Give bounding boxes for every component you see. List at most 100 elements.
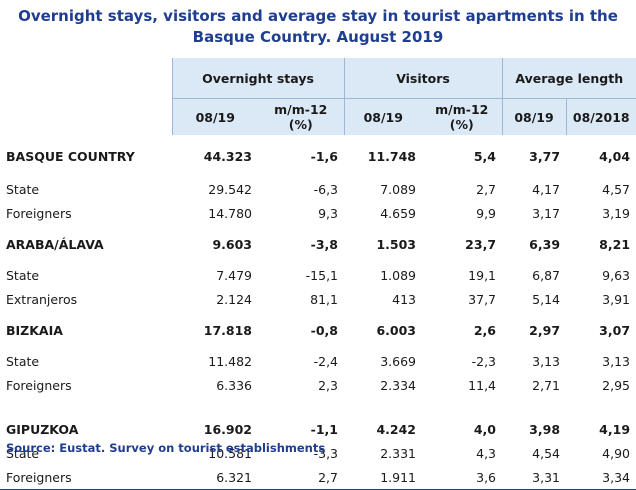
table-cell: 9,9 (476, 205, 497, 221)
col-header: 08/2018 (565, 98, 636, 135)
table-cell: -1,6 (310, 148, 338, 164)
table-cell: 7.479 (216, 267, 252, 283)
table-cell: 6.003 (376, 322, 416, 338)
table-row: State 7.479 -15,1 1.089 19,1 6,87 9,63 (0, 263, 636, 287)
region-row: BASQUE COUNTRY 44.323 -1,6 11.748 5,4 3,77 4,0… (0, 135, 636, 177)
region-row: ARABA/ÁLAVA 9.603 -3,8 1.503 23,7 6,39 8,21 (0, 225, 636, 263)
source-note: Source: Eustat. Survey on tourist establ… (6, 441, 326, 455)
table-row: Foreigners 6.336 2,3 2.334 11,4 2,71 2,95 (0, 373, 636, 397)
table-cell: 2.124 (216, 291, 252, 307)
table-cell: 23,7 (465, 236, 497, 252)
table-cell: 3,77 (529, 148, 561, 164)
table-cell: 2,6 (473, 322, 497, 338)
table-cell: -6,3 (313, 181, 338, 197)
region-row: BIZKAIA 17.818 -0,8 6.003 2,6 2,97 3,07 (0, 311, 636, 349)
table-cell: 9,3 (318, 205, 338, 221)
table-cell: 37,7 (468, 291, 497, 307)
table-cell: 81,1 (310, 291, 338, 307)
table-row: State 10.581 -3,3 2.331 4,3 4,54 4,90 (0, 441, 636, 465)
corner-blank (0, 58, 172, 99)
table-cell: 4,57 (602, 181, 631, 197)
table-cell: 14.780 (208, 205, 252, 221)
table-cell: 3,34 (566, 465, 636, 490)
table-cell: 10.581 (208, 445, 252, 461)
row-label: Foreigners (6, 377, 72, 393)
table-cell: 3,07 (599, 322, 631, 338)
col-header: m/m-12 (%) (258, 98, 344, 135)
table-cell: -3,3 (313, 445, 338, 461)
row-label: Foreigners (0, 465, 172, 490)
row-label: GIPUZKOA (6, 422, 79, 437)
table-cell: 11,4 (468, 377, 497, 393)
table-title: Overnight stays, visitors and average st… (18, 7, 618, 46)
table-cell: -2,3 (471, 353, 497, 369)
table-cell: 9,63 (602, 267, 631, 283)
row-label: State (6, 445, 40, 461)
table-cell: 4,54 (532, 445, 561, 461)
table-cell: 6.321 (172, 465, 258, 490)
row-label: Foreigners (6, 205, 72, 221)
col-header: 08/19 (343, 98, 422, 135)
table-cell: 44.323 (203, 148, 252, 164)
table-cell: -0,8 (310, 322, 338, 338)
table-cell: 4,0 (473, 422, 497, 437)
group-header-average-length: Average length (501, 58, 636, 99)
table-cell: -3,8 (310, 236, 338, 252)
table-cell: 6,39 (529, 236, 561, 252)
table-cell: 3,13 (532, 353, 561, 369)
table-cell: 6.336 (216, 377, 252, 393)
table-row: State 11.482 -2,4 3.669 -2,3 3,13 3,13 (0, 349, 636, 373)
row-label: BASQUE COUNTRY (6, 148, 135, 164)
col-header: m/m-12 (%) (422, 98, 503, 135)
table-cell: 2,97 (529, 322, 561, 338)
table-cell: 11.482 (208, 353, 252, 369)
table-cell: 2,7 (258, 465, 344, 490)
table-cell: -15,1 (305, 267, 338, 283)
row-label: BIZKAIA (6, 322, 63, 338)
table-cell: 4,19 (599, 422, 631, 437)
table-row: Foreigners 6.321 2,7 1.911 3,6 3,31 3,34 (0, 465, 636, 490)
table-cell: 5,4 (473, 148, 497, 164)
corner-blank-2 (0, 98, 172, 135)
region-row: GIPUZKOA 16.902 -1,1 4.242 4,0 3,98 4,19 (0, 397, 636, 441)
table-row: Extranjeros 2.124 81,1 413 37,7 5,14 3,91 (0, 287, 636, 311)
data-table: Overnight stays Visitors Average length … (0, 58, 636, 490)
col-header: 08/19 (171, 98, 258, 135)
table-cell: 4.659 (380, 205, 416, 221)
table-cell: 3,6 (422, 465, 503, 490)
table-cell: -1,1 (310, 422, 338, 437)
table-cell: 29.542 (208, 181, 252, 197)
table-cell: 2,95 (602, 377, 631, 393)
row-label: State (6, 181, 40, 197)
table-cell: 17.818 (203, 322, 252, 338)
table-cell: 2,71 (532, 377, 561, 393)
table-cell: 8,21 (599, 236, 631, 252)
col-header: 08/19 (501, 98, 567, 135)
table-cell: 4.242 (376, 422, 416, 437)
table-cell: 4,90 (602, 445, 631, 461)
row-label: State (6, 267, 40, 283)
row-label: Extranjeros (6, 291, 78, 307)
row-label: ARABA/ÁLAVA (6, 236, 104, 252)
table-cell: 2,3 (318, 377, 338, 393)
table-cell: 9.603 (212, 236, 252, 252)
table-row: State 29.542 -6,3 7.089 2,7 4,17 4,57 (0, 177, 636, 201)
table-row: Foreigners 14.780 9,3 4.659 9,9 3,17 3,19 (0, 201, 636, 225)
table-cell: 2,7 (476, 181, 497, 197)
group-header-visitors: Visitors (343, 58, 503, 99)
table-cell: 4,04 (599, 148, 631, 164)
table-cell: 1.089 (380, 267, 416, 283)
table-cell: -2,4 (313, 353, 338, 369)
table-cell: 16.902 (203, 422, 252, 437)
group-header-overnight-stays: Overnight stays (171, 58, 344, 99)
table-cell: 3,91 (602, 291, 631, 307)
table-cell: 3,31 (502, 465, 567, 490)
table-cell: 3,13 (602, 353, 631, 369)
table-cell: 2.331 (380, 445, 416, 461)
table-cell: 3,19 (602, 205, 631, 221)
table-cell: 3.669 (380, 353, 416, 369)
table-cell: 4,17 (532, 181, 561, 197)
table-cell: 4,3 (476, 445, 497, 461)
table-cell: 7.089 (380, 181, 416, 197)
table-cell: 3,98 (529, 422, 561, 437)
